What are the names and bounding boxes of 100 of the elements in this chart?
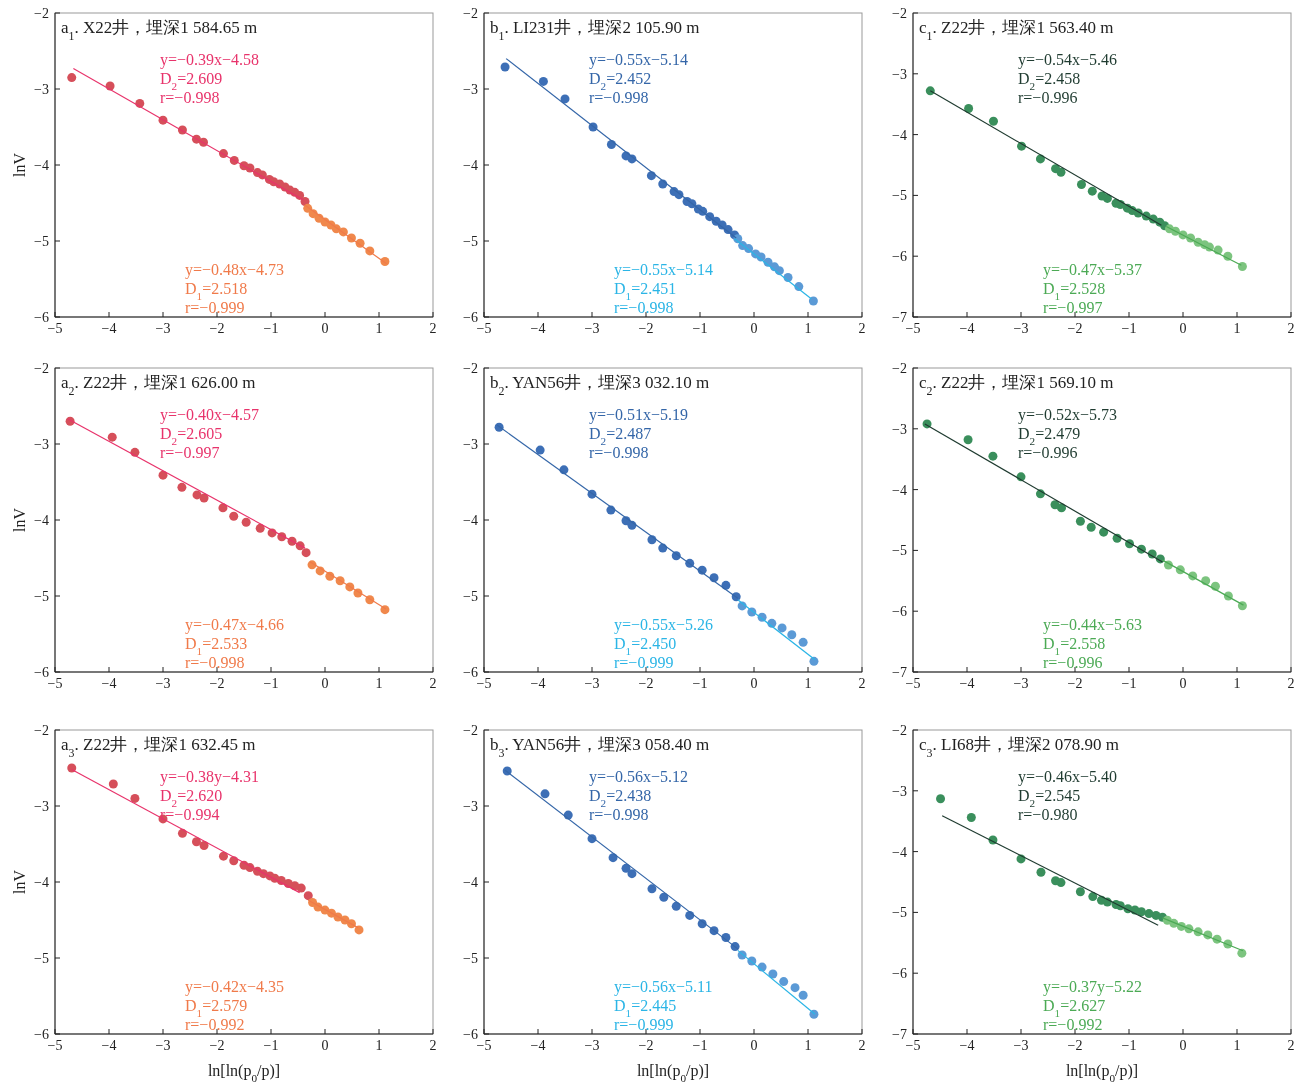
y-tick-label: −7 — [892, 664, 907, 680]
x-tick-label: 1 — [1233, 321, 1241, 336]
x-tick-label: 1 — [804, 321, 812, 336]
y-tick-label: −4 — [892, 127, 907, 143]
y-tick-label: −2 — [34, 722, 49, 738]
y-tick-label: −3 — [892, 783, 907, 799]
x-tick-label: −2 — [209, 1038, 225, 1053]
x-tick-label: −4 — [101, 1038, 117, 1053]
annotation: r=−0.998 — [614, 299, 674, 316]
x-tick-label: −1 — [692, 1038, 708, 1053]
annotation: r=−0.996 — [1018, 89, 1078, 106]
x-tick-label: 1 — [804, 676, 812, 691]
y-tick-label: −3 — [463, 81, 478, 97]
x-tick-label: 2 — [429, 1038, 437, 1053]
annotation: D$_{1}$=2.450 — [614, 635, 677, 657]
y-tick-label: −2 — [463, 722, 478, 738]
text: b$_{1}$. LI231井，埋深2 105.90 m — [490, 18, 700, 43]
y-tick-label: −3 — [34, 436, 49, 452]
y-axis-title: lnV — [11, 869, 28, 894]
annotation: y=−0.56x−5.12 — [589, 768, 689, 786]
x-tick-label: 0 — [750, 321, 758, 336]
y-tick-label: −5 — [34, 950, 49, 966]
annotation: D$_{2}$=2.458 — [1018, 70, 1081, 92]
x-tick-label: −3 — [1013, 321, 1029, 336]
annotation: D$_{1}$=2.627 — [1043, 997, 1106, 1019]
y-tick-label: −4 — [463, 874, 478, 890]
x-tick-label: 2 — [1287, 1038, 1295, 1053]
x-tick-label: −2 — [638, 676, 654, 691]
x-tick-label: −5 — [905, 321, 921, 336]
annotation: r=−0.998 — [185, 654, 245, 671]
annotation: D$_{2}$=2.620 — [160, 787, 223, 809]
x-tick-label: −1 — [692, 676, 708, 691]
annotation: y=−0.47x−5.37 — [1043, 261, 1143, 279]
y-tick-label: −6 — [892, 604, 907, 620]
x-tick-label: −4 — [959, 321, 975, 336]
y-tick-label: −5 — [892, 543, 907, 559]
annotation: y=−0.55x−5.14 — [589, 51, 689, 69]
x-tick-label: −3 — [1013, 676, 1029, 691]
x-tick-label: 0 — [1179, 1038, 1187, 1053]
x-tick-label: −3 — [584, 676, 600, 691]
y-tick-label: −5 — [892, 188, 907, 204]
y-tick-label: −3 — [34, 81, 49, 97]
y-tick-label: −5 — [34, 233, 49, 249]
x-tick-label: −1 — [263, 676, 279, 691]
y-tick-label: −5 — [463, 950, 478, 966]
x-tick-label: −5 — [47, 321, 63, 336]
y-tick-label: −6 — [463, 309, 478, 325]
y-tick-label: −6 — [34, 309, 49, 325]
x-tick-label: −2 — [1067, 1038, 1083, 1053]
annotation: y=−0.55x−5.14 — [614, 261, 714, 279]
x-tick-label: 2 — [429, 321, 437, 336]
y-tick-label: −2 — [892, 5, 907, 21]
x-tick-label: 0 — [321, 676, 329, 691]
annotation: y=−0.48x−4.73 — [185, 261, 285, 279]
x-tick-label: 2 — [858, 676, 866, 691]
x-tick-label: −3 — [1013, 1038, 1029, 1053]
text: b$_{3}$. YAN56井，埋深3 058.40 m — [490, 735, 710, 760]
x-tick-label: −2 — [209, 676, 225, 691]
annotation: D$_{2}$=2.479 — [1018, 425, 1081, 447]
annotation: D$_{2}$=2.452 — [589, 70, 652, 92]
x-tick-label: −1 — [692, 321, 708, 336]
x-tick-label: 2 — [1287, 676, 1295, 691]
y-tick-label: −4 — [34, 512, 49, 528]
annotation: r=−0.999 — [185, 299, 245, 316]
annotation: y=−0.56x−5.11 — [614, 978, 713, 996]
annotation: r=−0.997 — [160, 444, 220, 461]
y-tick-label: −2 — [34, 360, 49, 376]
x-axis-title: ln[ln(p$_{0}$/p)] — [1065, 1062, 1139, 1084]
x-tick-label: −3 — [155, 1038, 171, 1053]
annotation: r=−0.998 — [589, 89, 649, 106]
x-tick-label: −1 — [263, 321, 279, 336]
x-tick-label: −4 — [959, 676, 975, 691]
annotation: D$_{2}$=2.605 — [160, 425, 223, 447]
annotation: D$_{2}$=2.545 — [1018, 787, 1081, 809]
annotation: r=−0.999 — [614, 1016, 674, 1033]
y-tick-label: −2 — [892, 722, 907, 738]
text: a$_{3}$. Z22井，埋深1 632.45 m — [61, 735, 256, 760]
x-tick-label: 1 — [375, 321, 383, 336]
y-tick-label: −2 — [463, 360, 478, 376]
annotation: r=−0.996 — [1043, 654, 1103, 671]
x-tick-label: −5 — [905, 676, 921, 691]
x-axis-title: ln[ln(p$_{0}$/p)] — [636, 1062, 710, 1084]
annotation: r=−0.999 — [614, 654, 674, 671]
annotation: r=−0.998 — [589, 806, 649, 823]
annotation: r=−0.996 — [1018, 444, 1078, 461]
x-tick-label: −3 — [155, 676, 171, 691]
y-tick-label: −2 — [892, 360, 907, 376]
x-tick-label: −4 — [530, 321, 546, 336]
x-tick-label: −3 — [584, 1038, 600, 1053]
y-tick-label: −6 — [892, 966, 907, 982]
x-tick-label: −5 — [476, 1038, 492, 1053]
x-tick-label: 2 — [1287, 321, 1295, 336]
text: b$_{2}$. YAN56井，埋深3 032.10 m — [490, 373, 710, 398]
y-tick-label: −2 — [463, 5, 478, 21]
x-tick-label: −5 — [47, 676, 63, 691]
x-tick-label: −5 — [47, 1038, 63, 1053]
x-tick-label: −1 — [1121, 1038, 1137, 1053]
text: a$_{2}$. Z22井，埋深1 626.00 m — [61, 373, 256, 398]
x-tick-label: 1 — [1233, 1038, 1241, 1053]
y-tick-label: −6 — [892, 249, 907, 265]
